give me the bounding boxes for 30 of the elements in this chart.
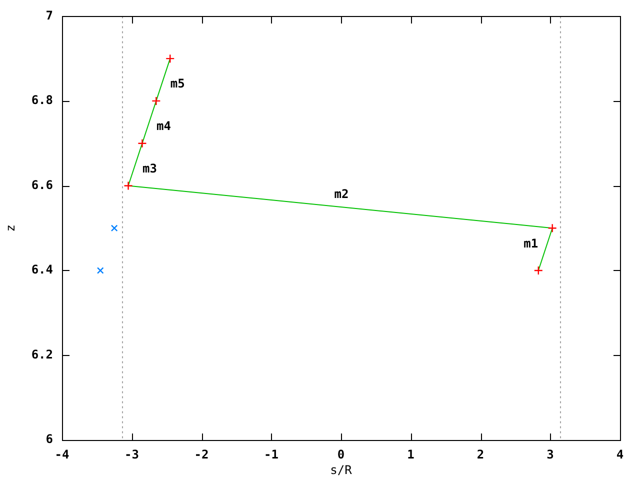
x-tick-label: 2 — [476, 447, 484, 462]
x-tick-label: -2 — [194, 447, 209, 462]
annotation: m1 — [524, 236, 538, 251]
y-tick-label: 6 — [46, 432, 53, 446]
x-tick-label: 3 — [546, 447, 554, 462]
x-tick-label: 1 — [407, 447, 414, 462]
point — [548, 224, 557, 233]
y-tick-label: 7 — [46, 8, 53, 22]
x-tick-label: -1 — [264, 447, 278, 462]
annotation: m2 — [334, 186, 349, 201]
y-tick-label: 6.8 — [31, 93, 53, 108]
point — [138, 138, 147, 148]
point — [534, 266, 543, 276]
y-axis-title: z — [3, 224, 18, 232]
x-tick-label: -4 — [54, 447, 70, 462]
x-axis-title: s/R — [330, 462, 353, 477]
y-tick-label: 6.4 — [31, 262, 53, 277]
y-tick-label: 6.2 — [31, 347, 53, 362]
annotation: m5 — [170, 76, 185, 91]
x-tick-label: 0 — [337, 447, 345, 462]
x-tick-label: 4 — [616, 447, 624, 462]
x-tick-label: -3 — [124, 447, 139, 462]
annotation: m4 — [156, 119, 171, 134]
point — [110, 224, 118, 232]
annotation: m3 — [142, 161, 157, 176]
point — [124, 181, 133, 190]
point — [166, 54, 175, 64]
point — [96, 267, 104, 274]
point — [152, 96, 161, 106]
y-tick-label: 6.6 — [31, 178, 53, 192]
